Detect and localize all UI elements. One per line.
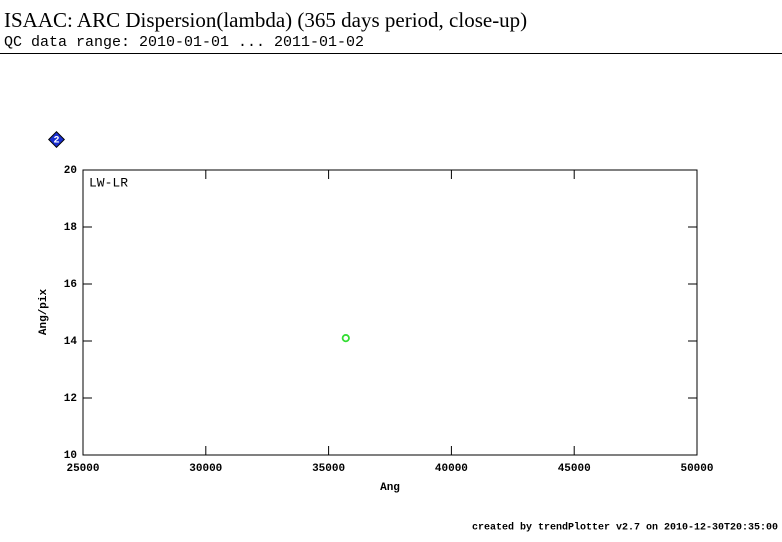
y-tick-label: 20 — [64, 165, 77, 177]
y-axis-label: Ang/pix — [38, 289, 50, 336]
plot-frame — [82, 169, 698, 456]
x-tick-label: 45000 — [558, 463, 591, 475]
x-tick-label: 35000 — [312, 463, 345, 475]
badge-icon — [48, 131, 65, 148]
y-tick-label: 18 — [64, 222, 78, 234]
y-tick-label: 10 — [64, 450, 77, 462]
y-tick-label: 14 — [64, 336, 78, 348]
x-axis-label: Ang — [380, 482, 400, 494]
x-tick-label: 30000 — [189, 463, 222, 475]
badge-label: 2 — [53, 136, 59, 147]
point — [341, 334, 350, 343]
chart-subtitle: QC data range: 2010-01-01 ... 2011-01-02 — [4, 34, 364, 51]
x-tick-label: 40000 — [435, 463, 468, 475]
y-tick-label: 16 — [64, 279, 77, 291]
footer: created by trendPlotter v2.7 on 2010-12-… — [472, 522, 778, 534]
y-tick-label: 12 — [64, 393, 77, 405]
x-tick-label: 50000 — [680, 463, 713, 475]
chart-title: ISAAC: ARC Dispersion(lambda) (365 days … — [4, 8, 527, 32]
annotation: LW-LR — [89, 175, 128, 190]
x-tick-label: 25000 — [66, 463, 99, 475]
